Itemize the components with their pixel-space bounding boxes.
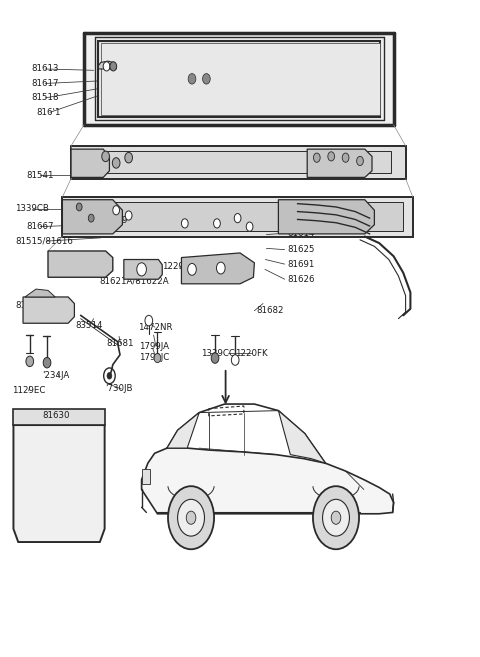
Circle shape — [246, 222, 253, 231]
Circle shape — [102, 151, 109, 162]
Circle shape — [88, 214, 94, 222]
Text: 81621A/81622A: 81621A/81622A — [100, 277, 169, 286]
Polygon shape — [181, 253, 254, 284]
Text: 1220AR: 1220AR — [48, 260, 82, 269]
Circle shape — [104, 368, 115, 384]
Polygon shape — [124, 260, 162, 279]
Circle shape — [328, 152, 335, 161]
Polygon shape — [62, 200, 122, 234]
Circle shape — [76, 203, 82, 211]
Circle shape — [178, 499, 204, 536]
Polygon shape — [13, 425, 105, 542]
Circle shape — [145, 315, 153, 326]
Polygon shape — [25, 289, 55, 297]
Text: 81691: 81691 — [287, 260, 314, 269]
Polygon shape — [278, 200, 374, 234]
Text: 81681: 81681 — [107, 339, 134, 348]
Text: 81682: 81682 — [257, 306, 284, 315]
Circle shape — [203, 74, 210, 84]
Polygon shape — [278, 411, 325, 463]
Text: 81614: 81614 — [287, 229, 314, 238]
Polygon shape — [71, 149, 109, 177]
Circle shape — [125, 152, 132, 163]
Circle shape — [110, 62, 117, 71]
Text: 81515/81616: 81515/81616 — [15, 237, 73, 246]
Text: 1472NR: 1472NR — [138, 323, 173, 332]
Circle shape — [103, 62, 110, 71]
Text: 1129EC: 1129EC — [12, 386, 46, 396]
Circle shape — [188, 263, 196, 275]
Circle shape — [26, 356, 34, 367]
Polygon shape — [84, 33, 394, 125]
Text: 81518: 81518 — [31, 93, 59, 102]
Circle shape — [137, 263, 146, 276]
Text: 1229DB: 1229DB — [162, 262, 197, 271]
Circle shape — [43, 357, 51, 368]
Polygon shape — [98, 61, 116, 69]
Polygon shape — [23, 297, 74, 323]
Circle shape — [234, 214, 241, 223]
Text: '234JA: '234JA — [42, 371, 70, 380]
Text: 81630: 81630 — [42, 411, 70, 420]
Circle shape — [216, 262, 225, 274]
Text: 81617: 81617 — [31, 79, 59, 88]
Circle shape — [188, 74, 196, 84]
Text: 1339CB: 1339CB — [15, 204, 49, 214]
Text: 1799JC: 1799JC — [139, 353, 169, 362]
Circle shape — [181, 219, 188, 228]
Circle shape — [168, 486, 214, 549]
Circle shape — [211, 353, 219, 363]
Polygon shape — [98, 41, 380, 117]
Text: 81673: 81673 — [15, 301, 43, 310]
Text: 1799JA: 1799JA — [139, 342, 169, 351]
Text: 81626: 81626 — [287, 275, 314, 284]
Polygon shape — [86, 151, 391, 173]
Circle shape — [323, 499, 349, 536]
Polygon shape — [48, 251, 113, 277]
Circle shape — [342, 153, 349, 162]
Text: '730JB: '730JB — [105, 384, 132, 394]
Text: 83514: 83514 — [76, 321, 103, 330]
Circle shape — [357, 156, 363, 166]
Text: 81625: 81625 — [287, 245, 314, 254]
Polygon shape — [71, 146, 406, 179]
Circle shape — [107, 373, 112, 379]
Polygon shape — [307, 149, 372, 177]
Circle shape — [331, 511, 341, 524]
Circle shape — [231, 355, 239, 365]
Circle shape — [186, 511, 196, 524]
Text: 1220FK: 1220FK — [235, 349, 268, 358]
Polygon shape — [101, 43, 380, 115]
Polygon shape — [142, 448, 394, 514]
Text: 81667: 81667 — [26, 222, 54, 231]
Text: 81541: 81541 — [26, 171, 54, 180]
Text: 816'1: 816'1 — [36, 108, 60, 117]
Circle shape — [154, 353, 161, 363]
Text: 81613: 81613 — [31, 64, 59, 74]
Polygon shape — [82, 202, 403, 231]
Circle shape — [313, 486, 359, 549]
Text: 81627: 81627 — [287, 210, 314, 219]
Polygon shape — [62, 197, 413, 237]
FancyBboxPatch shape — [142, 469, 150, 484]
Circle shape — [214, 219, 220, 228]
Polygon shape — [167, 413, 199, 448]
Text: 1339CC: 1339CC — [201, 349, 235, 358]
Circle shape — [313, 153, 320, 162]
Circle shape — [125, 211, 132, 220]
Polygon shape — [13, 409, 105, 425]
Circle shape — [112, 158, 120, 168]
Circle shape — [113, 206, 120, 215]
Text: 81519: 81519 — [101, 215, 128, 225]
